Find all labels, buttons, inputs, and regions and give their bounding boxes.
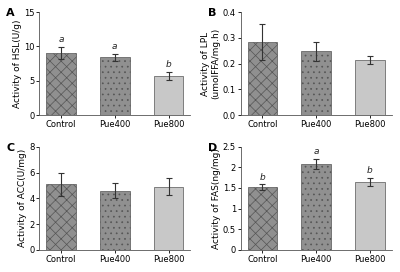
Text: D: D [208, 143, 217, 153]
Text: b: b [166, 60, 171, 69]
Bar [355, 60, 385, 115]
Text: C: C [6, 143, 14, 153]
Bar [46, 53, 76, 115]
Bar [154, 76, 183, 115]
Bar [248, 42, 277, 115]
Y-axis label: Activity of LPL
(umolFFA/mg.h): Activity of LPL (umolFFA/mg.h) [201, 28, 221, 99]
Text: a: a [314, 147, 319, 156]
Text: a: a [58, 35, 64, 44]
Bar [100, 191, 130, 250]
Bar [46, 184, 76, 250]
Y-axis label: Activity of HSL(U/g): Activity of HSL(U/g) [13, 19, 22, 108]
Bar [302, 164, 331, 250]
Bar [248, 187, 277, 250]
Bar [302, 51, 331, 115]
Text: b: b [260, 173, 265, 182]
Text: a: a [112, 42, 118, 51]
Bar [100, 57, 130, 115]
Y-axis label: Activity of FAS(ng/mg): Activity of FAS(ng/mg) [212, 148, 221, 249]
Bar [355, 182, 385, 250]
Bar [154, 187, 183, 250]
Text: A: A [6, 8, 15, 18]
Y-axis label: Activity of ACC(U/mg): Activity of ACC(U/mg) [18, 149, 27, 248]
Text: B: B [208, 8, 216, 18]
Text: b: b [367, 166, 373, 175]
